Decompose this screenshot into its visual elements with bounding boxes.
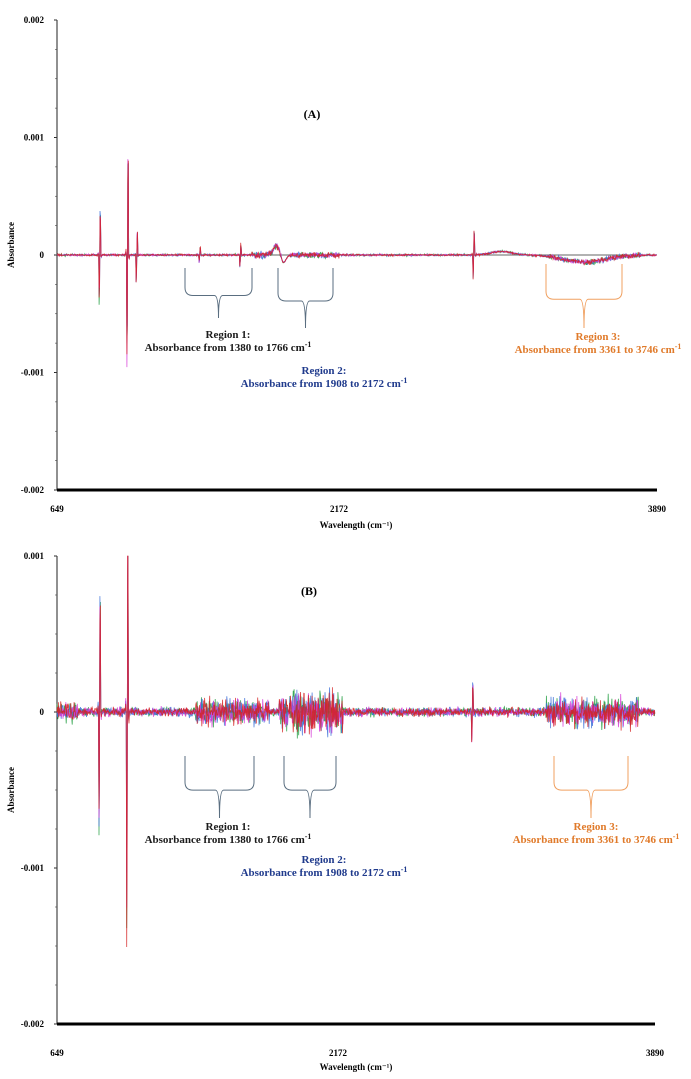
panel-b-xlabel: Wavelength (cm⁻¹) xyxy=(320,1062,393,1072)
region-unit-superscript: -1 xyxy=(305,832,312,841)
x-tick-label: 649 xyxy=(50,504,64,514)
region-title: Region 1: xyxy=(206,329,251,341)
y-tick-label: 0.002 xyxy=(24,15,45,25)
y-tick-label: -0.002 xyxy=(21,485,45,495)
y-tick-label: -0.002 xyxy=(21,1019,45,1029)
region-unit-superscript: -1 xyxy=(675,342,682,351)
region-title: Region 3: xyxy=(574,821,619,833)
y-tick-label: -0.001 xyxy=(21,863,45,873)
panel-a-xlabel: Wavelength (cm⁻¹) xyxy=(320,520,393,530)
region-title: Region 1: xyxy=(206,821,251,833)
region-range-label: Absorbance from 1380 to 1766 cm-1 xyxy=(145,832,312,846)
x-tick-label: 2172 xyxy=(330,504,349,514)
region-unit-superscript: -1 xyxy=(673,832,680,841)
spectrum-series-line xyxy=(56,163,658,344)
panel-b-ylabel: Absorbance xyxy=(6,767,16,813)
panel-b: (B) Absorbance Wavelength (cm⁻¹) 0.001 0 -… xyxy=(6,551,679,1072)
y-tick-label: 0.001 xyxy=(24,551,45,561)
region-range-label: Absorbance from 1908 to 2172 cm-1 xyxy=(241,376,408,390)
region-bracket xyxy=(553,756,629,819)
x-tick-label: 3890 xyxy=(646,1048,665,1058)
spectrum-series-line xyxy=(57,160,657,355)
y-tick-label: 0.001 xyxy=(24,133,45,143)
region-bracket xyxy=(545,264,623,329)
spectrum-series-line xyxy=(57,555,656,908)
region-bracket xyxy=(184,756,255,819)
region-title: Region 3: xyxy=(576,331,621,343)
panel-a-ylabel: Absorbance xyxy=(6,222,16,268)
spectrum-series-line xyxy=(56,555,656,948)
x-tick-label: 3890 xyxy=(648,504,667,514)
region-unit-superscript: -1 xyxy=(305,340,312,349)
region-bracket xyxy=(184,268,253,319)
region-bracket xyxy=(283,756,337,819)
panel-b-label: (B) xyxy=(301,584,317,598)
spectrum-series-line xyxy=(56,159,658,368)
y-tick-label: 0 xyxy=(40,707,45,717)
region-range-label: Absorbance from 1908 to 2172 cm-1 xyxy=(241,865,408,879)
region-title: Region 2: xyxy=(302,854,347,866)
region-bracket xyxy=(277,268,334,329)
y-tick-label: -0.001 xyxy=(21,368,45,378)
region-unit-superscript: -1 xyxy=(401,376,408,385)
y-tick-label: 0 xyxy=(40,250,45,260)
x-tick-label: 2172 xyxy=(329,1048,348,1058)
panel-a-label: (A) xyxy=(304,107,321,121)
region-range-label: Absorbance from 1380 to 1766 cm-1 xyxy=(145,340,312,354)
region-range-label: Absorbance from 3361 to 3746 cm-1 xyxy=(515,342,682,356)
panel-a: (A) Absorbance Wavelength (cm⁻¹) 0.002 0.… xyxy=(6,15,681,530)
region-unit-superscript: -1 xyxy=(401,865,408,874)
spectrum-series-line xyxy=(57,163,657,331)
region-title: Region 2: xyxy=(302,365,347,377)
region-range-label: Absorbance from 3361 to 3746 cm-1 xyxy=(513,832,680,846)
x-tick-label: 649 xyxy=(50,1048,64,1058)
